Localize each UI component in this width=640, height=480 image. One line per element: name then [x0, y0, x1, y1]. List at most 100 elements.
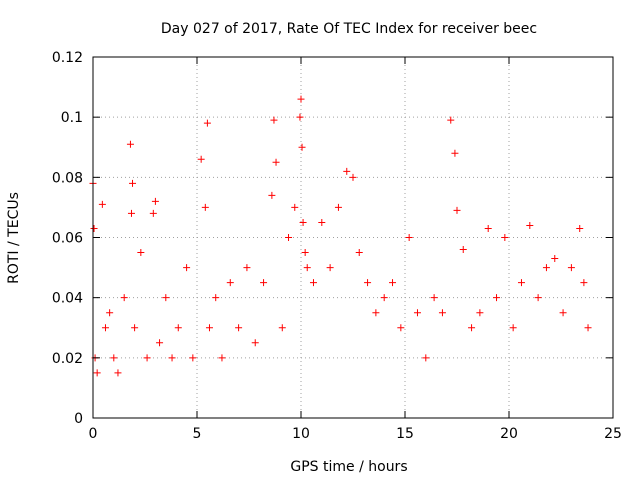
x-tick-label: 20 — [500, 426, 518, 442]
data-point — [297, 95, 305, 103]
data-points — [89, 95, 592, 377]
data-point — [580, 279, 588, 287]
data-point — [98, 200, 106, 208]
data-point — [453, 206, 461, 214]
grid-lines — [93, 57, 613, 418]
data-point — [576, 224, 584, 232]
data-point — [285, 234, 293, 241]
data-point — [114, 369, 122, 377]
data-point — [422, 354, 430, 362]
data-point — [397, 324, 405, 332]
data-point — [168, 354, 176, 362]
y-tick-label: 0.1 — [61, 110, 83, 126]
data-point — [268, 191, 276, 199]
x-tick-label: 5 — [193, 426, 202, 442]
data-point — [447, 116, 455, 124]
data-point — [235, 324, 243, 332]
data-point — [291, 203, 299, 211]
data-point — [120, 294, 128, 302]
data-point — [131, 324, 139, 332]
data-point — [126, 140, 134, 148]
data-point — [212, 294, 220, 302]
data-point — [137, 249, 145, 257]
data-point — [127, 209, 135, 217]
data-point — [326, 264, 334, 272]
data-point — [218, 354, 226, 362]
data-point — [110, 354, 118, 362]
y-tick-label: 0.08 — [52, 170, 83, 186]
data-point — [438, 309, 446, 317]
y-tick-label: 0.04 — [52, 291, 83, 307]
data-point — [270, 116, 278, 124]
data-point — [476, 309, 484, 317]
data-point — [551, 255, 559, 263]
y-tick-label: 0.02 — [52, 351, 83, 367]
data-point — [143, 354, 151, 362]
data-point — [584, 324, 592, 332]
data-point — [468, 324, 476, 332]
data-point — [501, 234, 509, 241]
data-point — [101, 324, 109, 332]
chart-title: Day 027 of 2017, Rate Of TEC Index for r… — [161, 21, 537, 37]
data-point — [355, 249, 363, 257]
data-point — [272, 158, 280, 166]
data-point — [343, 167, 351, 175]
data-point — [318, 218, 326, 226]
x-tick-label: 10 — [292, 426, 310, 442]
data-point — [151, 197, 159, 205]
data-point — [451, 149, 459, 157]
data-point — [296, 113, 304, 121]
y-axis-label: ROTI / TECUs — [6, 192, 22, 284]
data-point — [309, 279, 317, 287]
data-point — [174, 324, 182, 332]
data-point — [484, 224, 492, 232]
data-point — [459, 246, 467, 254]
data-point — [90, 224, 98, 232]
data-point — [372, 309, 380, 317]
y-tick-label: 0.06 — [52, 231, 83, 247]
data-point — [567, 264, 575, 272]
data-point — [405, 234, 413, 241]
data-point — [430, 294, 438, 302]
data-point — [189, 354, 197, 362]
data-point — [205, 324, 213, 332]
data-point — [243, 264, 251, 272]
x-axis-label: GPS time / hours — [290, 459, 407, 475]
data-point — [509, 324, 517, 332]
data-point — [156, 339, 164, 347]
data-point — [129, 179, 137, 187]
data-point — [203, 119, 211, 127]
data-point — [93, 369, 101, 377]
data-point — [260, 279, 268, 287]
x-tick-label: 25 — [604, 426, 622, 442]
data-point — [201, 203, 209, 211]
data-point — [389, 279, 397, 287]
data-point — [197, 155, 205, 163]
x-tick-label: 15 — [396, 426, 414, 442]
data-point — [298, 143, 306, 151]
data-point — [303, 264, 311, 272]
data-point — [334, 203, 342, 211]
data-point — [278, 324, 286, 332]
data-point — [534, 294, 542, 302]
data-point — [149, 209, 157, 217]
data-point — [183, 264, 191, 272]
data-point — [301, 249, 309, 257]
data-point — [364, 279, 372, 287]
y-tick-label: 0 — [74, 411, 83, 427]
data-point — [349, 173, 357, 181]
data-point — [251, 339, 259, 347]
data-point — [106, 309, 114, 317]
data-point — [493, 294, 501, 302]
data-point — [162, 294, 170, 302]
axis-ticks: 0 5 10 15 20 25 0 0.02 0.04 0.06 0.08 0.1 0.12 — [52, 50, 622, 442]
x-tick-label: 0 — [89, 426, 98, 442]
data-point — [380, 294, 388, 302]
y-tick-label: 0.12 — [52, 50, 83, 66]
data-point — [526, 221, 534, 229]
data-point — [542, 264, 550, 272]
data-point — [517, 279, 525, 287]
data-point — [413, 309, 421, 317]
data-point — [226, 279, 234, 287]
